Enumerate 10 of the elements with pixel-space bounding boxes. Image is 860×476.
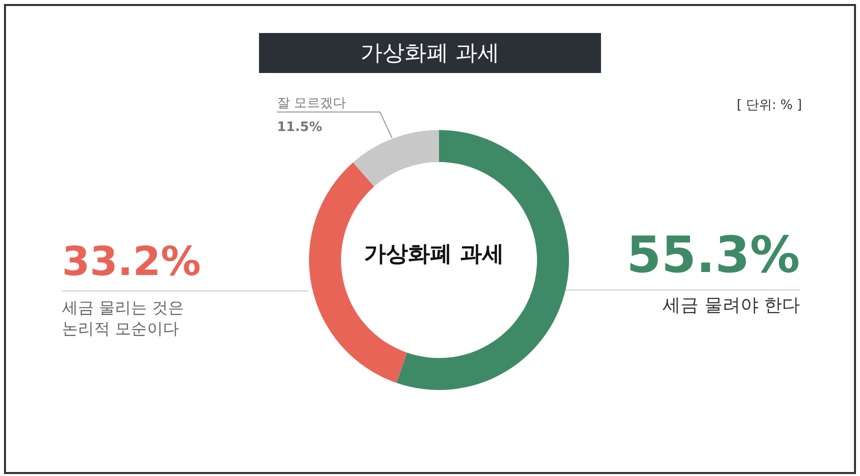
- slice-label: 잘 모르겠다: [277, 95, 346, 112]
- slice-label: 세금 물려야 한다: [662, 294, 800, 318]
- text: [ 단위: % ]: [736, 97, 802, 114]
- donut-slice: [353, 130, 439, 186]
- data-label: 11.5%: [277, 120, 324, 135]
- data-label: 55.3%: [626, 226, 800, 286]
- slice-label: 세금 물리는 것은 논리적 모순이다: [62, 298, 186, 340]
- data-label: 33.2%: [62, 239, 202, 287]
- chart-title: 가상화폐 과세: [259, 33, 601, 73]
- text: 가상화폐 과세: [363, 241, 505, 269]
